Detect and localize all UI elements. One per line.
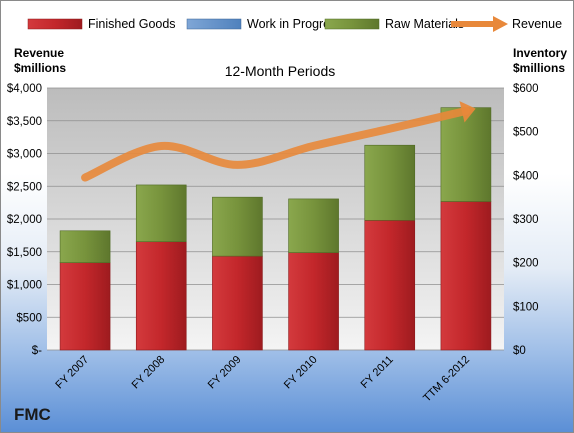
x-tick-label: FY 2008 — [130, 354, 168, 392]
legend-label-work-in-progress: Work in Progress — [247, 17, 343, 31]
legend-item-revenue[interactable]: Revenue — [451, 16, 562, 32]
legend-swatch-work-in-progress — [186, 18, 242, 30]
left-tick-label: $3,000 — [7, 149, 42, 161]
bar-raw-materials[interactable] — [212, 196, 263, 257]
bar-raw-materials[interactable] — [288, 198, 339, 253]
bar-finished-goods[interactable] — [440, 201, 492, 351]
right-tick-label: $0 — [513, 345, 526, 357]
left-tick-label: $500 — [16, 312, 42, 324]
revenue-arrowhead — [459, 101, 476, 123]
chart-title: 12-Month Periods — [225, 63, 336, 79]
bar-finished-goods[interactable] — [288, 252, 339, 351]
bar-finished-goods[interactable] — [135, 241, 187, 351]
right-axis: $0 $100 $200 $300 $400 $500 $600 — [513, 83, 539, 357]
left-tick-label: $1,000 — [7, 280, 42, 292]
bars — [59, 107, 492, 351]
x-tick-label: TTM 6-2012 — [421, 354, 472, 405]
legend-swatch-raw-materials — [324, 18, 380, 30]
left-axis-title-line1: Revenue — [14, 46, 64, 60]
left-tick-label: $1,500 — [7, 247, 42, 259]
right-tick-label: $200 — [513, 258, 539, 270]
revenue-line-path[interactable] — [81, 106, 470, 182]
bar-raw-materials[interactable] — [364, 144, 416, 221]
x-tick-label: FY 2009 — [206, 354, 244, 392]
legend-label-finished-goods: Finished Goods — [88, 17, 176, 31]
legend-label-raw-materials: Raw Materials — [385, 17, 464, 31]
x-tick-label: FY 2011 — [359, 354, 396, 391]
legend-item-work-in-progress[interactable]: Work in Progress — [186, 17, 343, 31]
legend-arrow-revenue — [493, 16, 508, 32]
bar-raw-materials[interactable] — [440, 107, 492, 202]
x-tick-label: FY 2010 — [282, 354, 320, 392]
x-tick-label: FY 2007 — [53, 354, 91, 392]
legend: Finished Goods Work in Progress Raw Mate… — [27, 16, 562, 32]
right-tick-label: $100 — [513, 301, 539, 313]
right-tick-label: $300 — [513, 214, 539, 226]
company-name: FMC — [14, 405, 51, 424]
x-axis: FY 2007 FY 2008 FY 2009 FY 2010 FY 2011 TTM 6… — [53, 354, 472, 405]
left-tick-label: $2,000 — [7, 214, 42, 226]
bar-finished-goods[interactable] — [364, 220, 416, 351]
left-axis-title-line2: $millions — [14, 61, 66, 75]
right-tick-label: $600 — [513, 83, 539, 95]
right-axis-title-line2: $millions — [513, 61, 565, 75]
left-axis: $- $500 $1,000 $1,500 $2,000 $2,500 $3,000 $3,5… — [7, 83, 42, 357]
right-tick-label: $400 — [513, 170, 539, 182]
right-axis-title-line1: Inventory — [513, 46, 567, 60]
left-tick-label: $2,500 — [7, 181, 42, 193]
left-tick-label: $- — [32, 345, 42, 357]
legend-item-finished-goods[interactable]: Finished Goods — [27, 17, 176, 31]
legend-item-raw-materials[interactable]: Raw Materials — [324, 17, 464, 31]
right-tick-label: $500 — [513, 127, 539, 139]
bar-raw-materials[interactable] — [59, 230, 111, 263]
bar-raw-materials[interactable] — [135, 184, 187, 243]
bar-finished-goods[interactable] — [212, 255, 263, 351]
left-tick-label: $3,500 — [7, 116, 42, 128]
bar-finished-goods[interactable] — [59, 262, 111, 351]
left-tick-label: $4,000 — [7, 83, 42, 95]
legend-swatch-finished-goods — [27, 18, 83, 30]
legend-label-revenue: Revenue — [512, 17, 562, 31]
revenue-line — [81, 101, 476, 182]
